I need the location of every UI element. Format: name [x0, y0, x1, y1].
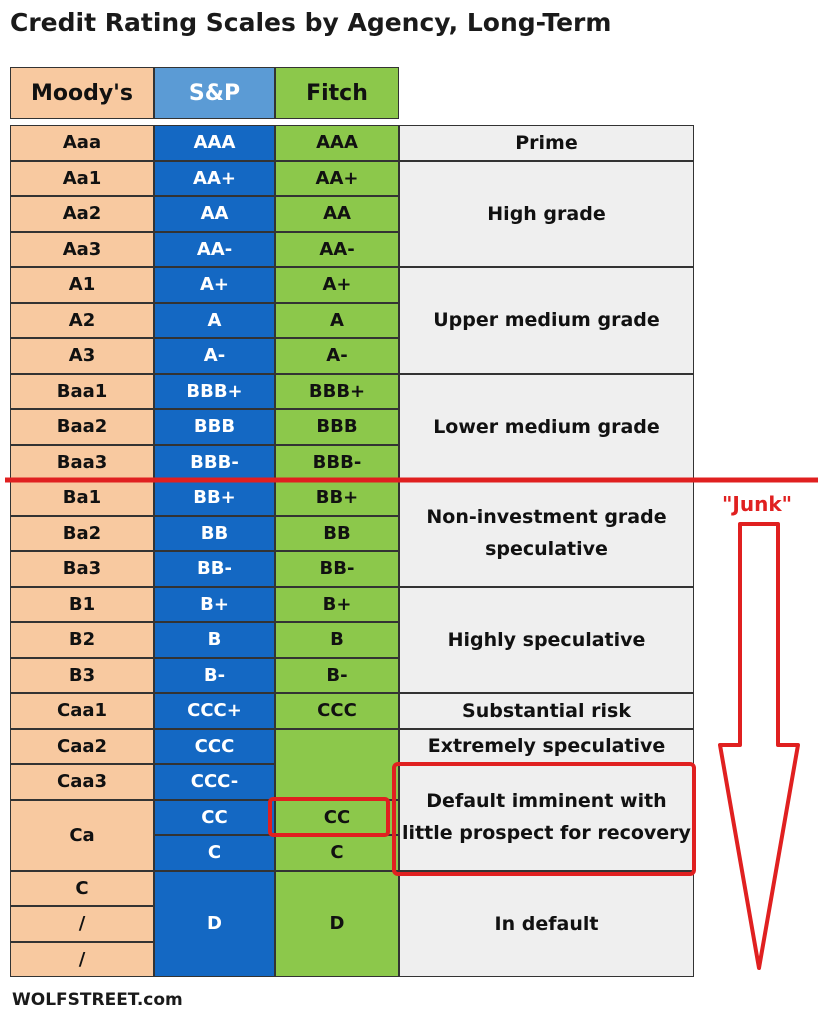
fitch-rating-cell: AA+	[275, 160, 399, 196]
fitch-rating-cell: A-	[275, 338, 399, 374]
moodys-rating-cell: Baa2	[10, 409, 154, 445]
sp-rating-cell: A+	[154, 267, 275, 303]
grade-description-cell: Prime	[399, 125, 694, 161]
fitch-rating-cell: CC	[275, 799, 399, 835]
moodys-rating-cell: B3	[10, 657, 154, 693]
grade-description-cell: High grade	[399, 160, 694, 267]
fitch-rating-cell: BB	[275, 515, 399, 551]
fitch-rating-cell	[275, 728, 399, 800]
fitch-rating-cell: B	[275, 622, 399, 658]
fitch-rating-cell: B+	[275, 586, 399, 622]
moodys-rating-cell: Aa2	[10, 196, 154, 232]
fitch-cc-highlight	[268, 797, 390, 837]
moodys-rating-cell: A1	[10, 267, 154, 303]
sp-rating-cell: CCC-	[154, 764, 275, 800]
grade-description-cell: Upper medium grade	[399, 267, 694, 374]
sp-rating-cell: B+	[154, 586, 275, 622]
moodys-rating-cell: A2	[10, 302, 154, 338]
fitch-rating-cell: AA	[275, 196, 399, 232]
sp-rating-cell: D	[154, 870, 275, 977]
sp-rating-cell: A-	[154, 338, 275, 374]
sp-rating-cell: CCC+	[154, 693, 275, 729]
fitch-rating-cell: BB+	[275, 480, 399, 516]
moodys-rating-cell: Aa1	[10, 160, 154, 196]
default-imminent-highlight	[392, 762, 696, 876]
header-fitch: Fitch	[275, 67, 399, 119]
sp-rating-cell: CCC	[154, 728, 275, 764]
fitch-rating-cell: C	[275, 835, 399, 871]
moodys-rating-cell: Aa3	[10, 231, 154, 267]
sp-rating-cell: AA	[154, 196, 275, 232]
page-title: Credit Rating Scales by Agency, Long-Ter…	[10, 8, 612, 37]
fitch-rating-cell: BBB-	[275, 444, 399, 480]
grade-description-cell: Non-investment grade speculative	[399, 480, 694, 587]
fitch-rating-cell: AAA	[275, 125, 399, 161]
moodys-rating-cell: C	[10, 870, 154, 906]
fitch-rating-cell: BBB	[275, 409, 399, 445]
moodys-rating-cell: /	[10, 941, 154, 977]
sp-rating-cell: CC	[154, 799, 275, 835]
sp-rating-cell: C	[154, 835, 275, 871]
junk-label: "Junk"	[722, 492, 793, 516]
fitch-rating-cell: CCC	[275, 693, 399, 729]
moodys-rating-cell: Caa3	[10, 764, 154, 800]
sp-rating-cell: BBB	[154, 409, 275, 445]
sp-rating-cell: A	[154, 302, 275, 338]
grade-description-cell: Highly speculative	[399, 586, 694, 693]
fitch-rating-cell: A+	[275, 267, 399, 303]
moodys-rating-cell: /	[10, 906, 154, 942]
junk-down-arrow	[718, 522, 800, 970]
grade-description-cell: Substantial risk	[399, 693, 694, 729]
sp-rating-cell: AA-	[154, 231, 275, 267]
sp-rating-cell: BBB-	[154, 444, 275, 480]
sp-rating-cell: BB	[154, 515, 275, 551]
header-sp: S&P	[154, 67, 275, 119]
moodys-rating-cell: A3	[10, 338, 154, 374]
moodys-rating-cell: Aaa	[10, 125, 154, 161]
fitch-rating-cell: D	[275, 870, 399, 977]
moodys-rating-cell: Baa1	[10, 373, 154, 409]
moodys-rating-cell: B1	[10, 586, 154, 622]
sp-rating-cell: BBB+	[154, 373, 275, 409]
sp-rating-cell: AAA	[154, 125, 275, 161]
moodys-rating-cell: Caa2	[10, 728, 154, 764]
moodys-rating-cell: Ba3	[10, 551, 154, 587]
grade-description-cell: Default imminent with little prospect fo…	[399, 764, 694, 871]
moodys-rating-cell: B2	[10, 622, 154, 658]
moodys-rating-cell: Caa1	[10, 693, 154, 729]
fitch-rating-cell: A	[275, 302, 399, 338]
sp-rating-cell: B-	[154, 657, 275, 693]
footer-source: WOLFSTREET.com	[12, 990, 183, 1010]
moodys-rating-cell: Ba2	[10, 515, 154, 551]
grade-description-cell: Lower medium grade	[399, 373, 694, 480]
fitch-rating-cell: BB-	[275, 551, 399, 587]
fitch-rating-cell: AA-	[275, 231, 399, 267]
grade-description-cell: In default	[399, 870, 694, 977]
fitch-rating-cell: B-	[275, 657, 399, 693]
moodys-rating-cell: Ca	[10, 799, 154, 871]
sp-rating-cell: B	[154, 622, 275, 658]
grade-description-cell: Extremely speculative	[399, 728, 694, 764]
header-moodys: Moody's	[10, 67, 154, 119]
moodys-rating-cell: Baa3	[10, 444, 154, 480]
fitch-rating-cell: BBB+	[275, 373, 399, 409]
sp-rating-cell: BB-	[154, 551, 275, 587]
sp-rating-cell: AA+	[154, 160, 275, 196]
